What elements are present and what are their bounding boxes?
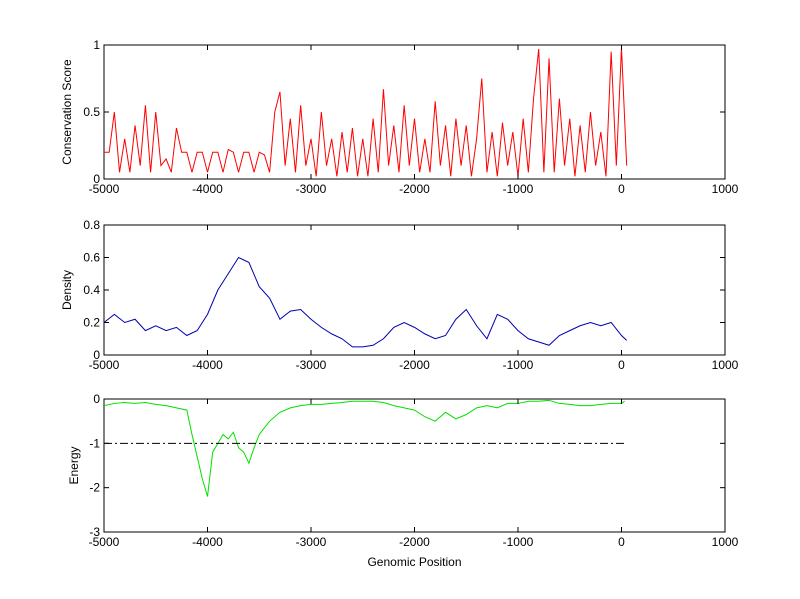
x-tick-label: -5000 xyxy=(89,182,120,196)
x-tick-label: -2000 xyxy=(399,182,430,196)
y-tick-label: 0.6 xyxy=(83,251,100,265)
x-tick-label: 0 xyxy=(618,358,625,372)
x-tick-label: 0 xyxy=(618,535,625,549)
x-tick-label: -5000 xyxy=(89,358,120,372)
x-tick-label: -2000 xyxy=(399,358,430,372)
y-tick-label: -2 xyxy=(89,481,100,495)
x-tick-label: -1000 xyxy=(503,535,534,549)
data-line xyxy=(103,256,628,348)
y-tick-label: 0.5 xyxy=(83,105,100,119)
x-tick-label: -1000 xyxy=(503,182,534,196)
x-tick-label: -4000 xyxy=(192,358,223,372)
data-line xyxy=(104,47,628,177)
y-tick-label: 1 xyxy=(93,38,100,52)
plot-area xyxy=(103,224,726,356)
y-tick-label: -3 xyxy=(89,525,100,539)
x-axis-label: Genomic Position xyxy=(367,555,461,569)
x-tick-label: -4000 xyxy=(192,535,223,549)
y-axis-label: Energy xyxy=(67,446,81,484)
x-tick-label: -1000 xyxy=(503,358,534,372)
x-tick-label: 0 xyxy=(618,182,625,196)
y-tick-label: 0.8 xyxy=(83,218,100,232)
x-tick-label: -3000 xyxy=(296,535,327,549)
x-tick-label: 1000 xyxy=(712,182,739,196)
y-tick-label: 0 xyxy=(93,348,100,362)
y-tick-label: 0 xyxy=(93,392,100,406)
y-axis-label: Density xyxy=(60,270,74,310)
y-tick-label: 0 xyxy=(93,172,100,186)
plot-area xyxy=(103,44,726,180)
y-axis-label: Conservation Score xyxy=(60,59,74,165)
plot-area xyxy=(103,398,726,533)
x-tick-label: -3000 xyxy=(296,182,327,196)
x-tick-label: -3000 xyxy=(296,358,327,372)
y-tick-label: 0.2 xyxy=(83,316,100,330)
data-line xyxy=(103,399,625,497)
x-tick-label: 1000 xyxy=(712,535,739,549)
x-tick-label: -2000 xyxy=(399,535,430,549)
x-tick-label: 1000 xyxy=(712,358,739,372)
x-tick-label: -5000 xyxy=(89,535,120,549)
y-tick-label: -1 xyxy=(89,436,100,450)
y-tick-label: 0.4 xyxy=(83,283,100,297)
x-tick-label: -4000 xyxy=(192,182,223,196)
